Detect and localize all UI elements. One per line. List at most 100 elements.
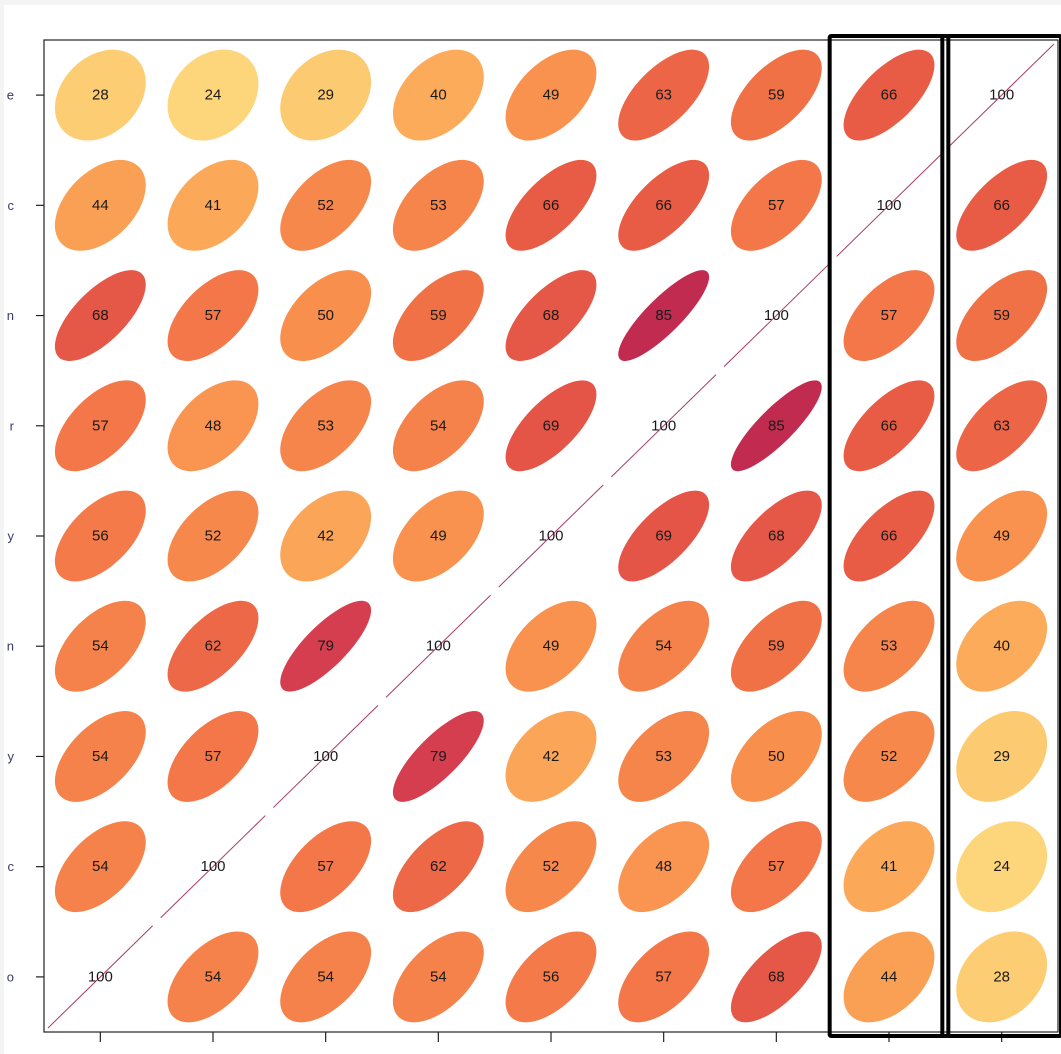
matrix-cell: 44 xyxy=(54,159,146,251)
correlation-ellipse xyxy=(392,490,484,582)
correlation-ellipse xyxy=(730,931,822,1023)
cell-value-label: 54 xyxy=(655,638,672,655)
cell-value-label: 57 xyxy=(92,417,109,434)
matrix-cell: 79 xyxy=(280,600,372,692)
correlation-ellipse xyxy=(54,159,146,251)
matrix-cell: 66 xyxy=(843,380,935,472)
cell-value-label: 59 xyxy=(768,638,785,655)
correlation-ellipse xyxy=(956,270,1048,361)
cell-value-label: 62 xyxy=(205,638,222,655)
matrix-cell: 49 xyxy=(392,490,484,582)
cell-value-label: 57 xyxy=(768,858,785,875)
matrix-cell: 52 xyxy=(280,159,372,251)
matrix-cell: 40 xyxy=(392,49,484,141)
cell-value-label: 68 xyxy=(768,528,785,545)
matrix-cell: 52 xyxy=(167,490,259,582)
correlation-ellipse xyxy=(843,270,935,361)
cell-value-label: 54 xyxy=(317,968,334,985)
cell-value-label: 48 xyxy=(655,858,672,875)
cell-value-label: 100 xyxy=(651,417,676,434)
correlation-ellipse xyxy=(392,711,484,802)
matrix-cell: 68 xyxy=(730,490,822,582)
y-tick-label: n xyxy=(7,639,14,654)
matrix-cell: 100 xyxy=(610,374,717,478)
cell-value-label: 49 xyxy=(993,528,1010,545)
matrix-cell: 68 xyxy=(505,270,597,361)
correlation-ellipse xyxy=(505,380,597,472)
top-border-strip xyxy=(0,0,1061,5)
matrix-cell: 54 xyxy=(280,931,372,1023)
matrix-cell: 57 xyxy=(730,159,822,251)
cell-value-label: 59 xyxy=(768,87,785,104)
diagonal-line xyxy=(948,43,1055,147)
correlation-ellipse xyxy=(618,711,710,802)
correlation-ellipse xyxy=(392,931,484,1023)
matrix-cell: 100 xyxy=(836,153,942,257)
cell-value-label: 54 xyxy=(430,417,447,434)
cell-value-label: 52 xyxy=(543,858,560,875)
correlation-ellipse xyxy=(392,49,484,141)
diagonal-line xyxy=(610,374,717,478)
correlation-ellipse xyxy=(618,600,710,692)
cell-value-label: 66 xyxy=(543,197,560,214)
matrix-cell: 53 xyxy=(843,600,935,692)
matrix-cell: 66 xyxy=(843,490,935,582)
correlation-ellipse xyxy=(280,380,372,472)
cell-value-label: 62 xyxy=(430,858,447,875)
cell-value-label: 49 xyxy=(543,638,560,655)
cell-value-label: 54 xyxy=(92,638,109,655)
cell-value-label: 28 xyxy=(92,87,109,104)
correlation-ellipse xyxy=(730,380,822,472)
matrix-cell: 66 xyxy=(843,49,935,141)
correlation-ellipse xyxy=(956,600,1048,692)
cell-value-label: 66 xyxy=(881,87,898,104)
matrix-cell: 57 xyxy=(167,270,259,361)
matrix-cell: 79 xyxy=(392,711,484,802)
matrix-cell: 66 xyxy=(505,159,597,251)
cell-value-label: 100 xyxy=(88,968,113,985)
cell-value-label: 52 xyxy=(205,528,222,545)
diagonal-line xyxy=(723,264,830,368)
correlation-ellipse xyxy=(618,159,710,251)
cell-value-label: 29 xyxy=(993,748,1010,765)
matrix-cell: 29 xyxy=(956,711,1048,802)
cell-value-label: 44 xyxy=(92,197,109,214)
matrix-cell: 54 xyxy=(54,821,146,913)
y-tick-label: e xyxy=(7,88,14,103)
left-border-strip xyxy=(0,0,4,1054)
cell-value-label: 66 xyxy=(881,417,898,434)
matrix-cell: 29 xyxy=(280,49,372,141)
cell-value-label: 42 xyxy=(543,748,560,765)
diagonal-line xyxy=(836,153,942,257)
cell-value-label: 68 xyxy=(768,968,785,985)
cell-value-label: 66 xyxy=(655,197,672,214)
cell-value-label: 100 xyxy=(764,307,789,324)
correlation-ellipse xyxy=(956,490,1048,582)
correlation-ellipse xyxy=(280,490,372,582)
matrix-cell: 63 xyxy=(618,49,710,141)
correlation-ellipse xyxy=(505,270,597,361)
correlation-ellipse xyxy=(392,159,484,251)
y-tick-label: r xyxy=(10,418,15,433)
cell-value-label: 56 xyxy=(92,528,109,545)
cell-value-label: 57 xyxy=(655,968,672,985)
matrix-cell: 85 xyxy=(618,270,710,361)
correlation-ellipse xyxy=(54,600,146,692)
matrix-cell: 69 xyxy=(618,490,710,582)
correlation-ellipse xyxy=(167,931,259,1023)
correlation-ellipse xyxy=(505,600,597,692)
correlation-ellipse xyxy=(730,821,822,913)
correlation-ellipse xyxy=(730,49,822,141)
matrix-cell: 69 xyxy=(505,380,597,472)
correlation-ellipse xyxy=(843,49,935,141)
cell-value-label: 100 xyxy=(538,528,563,545)
correlation-ellipse xyxy=(618,490,710,582)
matrix-cell: 59 xyxy=(392,270,484,361)
cell-value-label: 28 xyxy=(993,968,1010,985)
cell-value-label: 53 xyxy=(655,748,672,765)
matrix-cell: 44 xyxy=(843,931,935,1023)
matrix-cell: 49 xyxy=(505,49,597,141)
correlation-ellipse xyxy=(167,49,259,141)
matrix-cell: 56 xyxy=(505,931,597,1023)
correlation-ellipse xyxy=(843,380,935,472)
